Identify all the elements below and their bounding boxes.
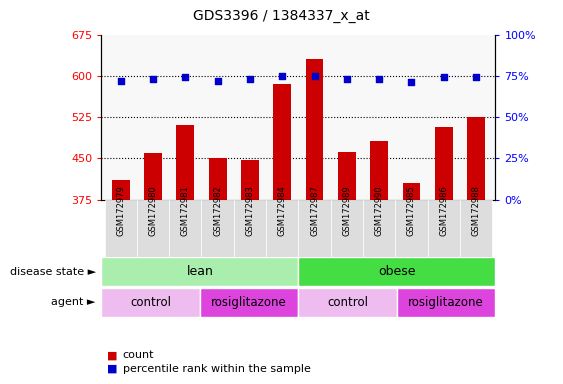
Point bbox=[278, 73, 287, 79]
Point bbox=[149, 76, 158, 82]
Text: GSM172980: GSM172980 bbox=[149, 185, 158, 236]
Bar bbox=[397, 288, 495, 317]
Point bbox=[342, 76, 351, 82]
Bar bbox=[137, 200, 169, 275]
Bar bbox=[101, 288, 200, 317]
Text: GSM172984: GSM172984 bbox=[278, 185, 287, 236]
Text: GSM172990: GSM172990 bbox=[374, 185, 383, 236]
Bar bbox=[435, 127, 453, 384]
Point bbox=[472, 74, 481, 81]
Bar bbox=[467, 117, 485, 384]
Text: GSM172983: GSM172983 bbox=[245, 185, 254, 236]
Point bbox=[407, 79, 416, 86]
Text: GSM172981: GSM172981 bbox=[181, 185, 190, 236]
Bar bbox=[330, 200, 363, 275]
Text: control: control bbox=[130, 296, 171, 309]
Text: percentile rank within the sample: percentile rank within the sample bbox=[123, 364, 311, 374]
Bar bbox=[101, 257, 298, 286]
Bar bbox=[370, 141, 388, 384]
Point bbox=[374, 76, 383, 82]
Text: GSM172985: GSM172985 bbox=[407, 185, 416, 236]
Bar bbox=[428, 200, 460, 275]
Bar bbox=[460, 200, 492, 275]
Bar bbox=[274, 84, 291, 384]
Bar bbox=[105, 200, 137, 275]
Text: rosiglitazone: rosiglitazone bbox=[211, 296, 287, 309]
Text: ■: ■ bbox=[107, 350, 118, 360]
Text: GSM172989: GSM172989 bbox=[342, 185, 351, 236]
Bar bbox=[176, 125, 194, 384]
Text: rosiglitazone: rosiglitazone bbox=[408, 296, 484, 309]
Text: disease state ►: disease state ► bbox=[10, 266, 96, 277]
Point bbox=[213, 78, 222, 84]
Point bbox=[181, 74, 190, 81]
Point bbox=[116, 78, 125, 84]
Text: obese: obese bbox=[378, 265, 415, 278]
Bar bbox=[298, 257, 495, 286]
Text: lean: lean bbox=[186, 265, 213, 278]
Bar bbox=[298, 288, 397, 317]
Bar bbox=[209, 158, 226, 384]
Bar bbox=[363, 200, 395, 275]
Bar bbox=[266, 200, 298, 275]
Text: ■: ■ bbox=[107, 364, 118, 374]
Text: GDS3396 / 1384337_x_at: GDS3396 / 1384337_x_at bbox=[193, 9, 370, 23]
Point bbox=[310, 73, 319, 79]
Text: GSM172982: GSM172982 bbox=[213, 185, 222, 236]
Bar bbox=[241, 160, 259, 384]
Bar bbox=[338, 152, 356, 384]
Text: GSM172979: GSM172979 bbox=[116, 185, 125, 236]
Bar bbox=[306, 59, 323, 384]
Text: count: count bbox=[123, 350, 154, 360]
Bar bbox=[112, 180, 129, 384]
Text: GSM172987: GSM172987 bbox=[310, 185, 319, 236]
Bar bbox=[144, 153, 162, 384]
Bar bbox=[403, 183, 421, 384]
Bar bbox=[169, 200, 202, 275]
Text: agent ►: agent ► bbox=[51, 297, 96, 308]
Bar bbox=[298, 200, 330, 275]
Bar bbox=[202, 200, 234, 275]
Bar bbox=[395, 200, 428, 275]
Bar bbox=[234, 200, 266, 275]
Text: GSM172986: GSM172986 bbox=[439, 185, 448, 236]
Point bbox=[245, 76, 254, 82]
Text: control: control bbox=[327, 296, 368, 309]
Point bbox=[439, 74, 448, 81]
Bar bbox=[200, 288, 298, 317]
Text: GSM172988: GSM172988 bbox=[472, 185, 481, 236]
